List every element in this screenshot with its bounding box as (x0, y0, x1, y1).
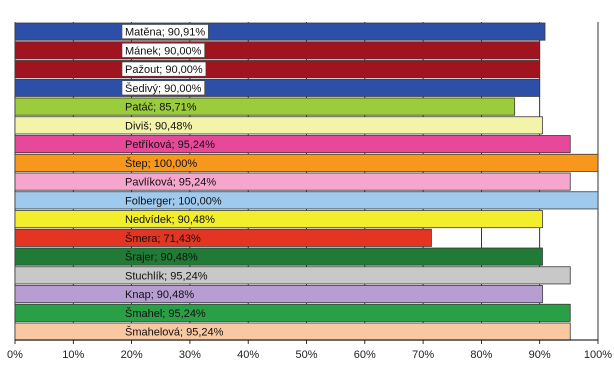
data-label-group: Mánek; 90,00% (122, 43, 205, 57)
x-tick-label: 80% (470, 349, 492, 361)
data-label: Stuchlík; 95,24% (125, 270, 208, 282)
data-label: Patáč; 85,71% (125, 102, 197, 114)
data-label-group: Šedivý; 90,00% (122, 81, 205, 95)
bar-knap (15, 286, 542, 303)
data-label: Šedivý; 90,00% (125, 82, 202, 95)
data-label-group: Pavlíková; 95,24% (125, 177, 216, 189)
data-label-group: Pažout; 90,00% (122, 62, 206, 76)
data-label: Nedvídek; 90,48% (125, 214, 215, 226)
bar-folberger (15, 192, 598, 209)
data-label: Šmahelová; 95,24% (125, 326, 224, 339)
x-tick-label: 100% (584, 349, 612, 361)
data-label: Šmahel; 95,24% (125, 307, 206, 320)
data-label-group: Šmahelová; 95,24% (125, 326, 224, 339)
bar-šmahel (15, 304, 570, 321)
data-label: Matěna; 90,91% (125, 27, 205, 39)
data-label-group: Petříková; 95,24% (125, 139, 215, 151)
data-label: Folberger; 100,00% (125, 195, 222, 207)
bar-pažout (15, 61, 540, 78)
data-label-group: Diviš; 90,48% (125, 120, 192, 132)
bar-petříková (15, 136, 570, 153)
bar-štep (15, 154, 598, 171)
bar-šedivý (15, 79, 540, 96)
data-label-group: Štep; 100,00% (125, 157, 197, 170)
data-label-group: Stuchlík; 95,24% (125, 270, 208, 282)
bar-mánek (15, 42, 540, 59)
bars (15, 23, 598, 340)
bar-nedvídek (15, 211, 542, 228)
x-tick-label: 70% (412, 349, 434, 361)
data-label-group: Folberger; 100,00% (125, 195, 222, 207)
x-tick-label: 90% (529, 349, 551, 361)
bar-pavlíková (15, 173, 570, 190)
data-label: Knap; 90,48% (125, 289, 194, 301)
data-label: Šrajer; 90,48% (125, 251, 198, 264)
data-label: Štep; 100,00% (125, 157, 197, 170)
data-label: Pavlíková; 95,24% (125, 177, 216, 189)
x-tick-label: 30% (179, 349, 201, 361)
data-label: Diviš; 90,48% (125, 120, 192, 132)
bar-stuchlík (15, 267, 570, 284)
bar-matěna (15, 23, 545, 40)
x-axis: 0% 10% 20% 30% 40% 50% 60% 70% 80% 90% 100% (7, 340, 612, 361)
data-label: Mánek; 90,00% (125, 45, 202, 57)
bar-diviš (15, 117, 542, 134)
data-label-group: Nedvídek; 90,48% (125, 214, 215, 226)
bar-šmera (15, 229, 431, 246)
data-label-group: Šmera; 71,43% (125, 232, 201, 245)
data-label-group: Matěna; 90,91% (122, 25, 208, 39)
x-tick-label: 0% (7, 349, 23, 361)
bar-šmahelová (15, 323, 570, 340)
data-label-group: Patáč; 85,71% (125, 102, 197, 114)
data-label: Petříková; 95,24% (125, 139, 215, 151)
bar-patáč (15, 98, 515, 115)
x-tick-label: 20% (121, 349, 143, 361)
x-tick-label: 50% (295, 349, 317, 361)
data-label: Pažout; 90,00% (125, 64, 203, 76)
data-label-group: Šmahel; 95,24% (125, 307, 206, 320)
data-label: Šmera; 71,43% (125, 232, 201, 245)
x-tick-label: 60% (354, 349, 376, 361)
x-tick-label: 10% (62, 349, 84, 361)
data-label-group: Knap; 90,48% (125, 289, 194, 301)
x-tick-label: 40% (237, 349, 259, 361)
bar-šrajer (15, 248, 542, 265)
data-label-group: Šrajer; 90,48% (125, 251, 198, 264)
